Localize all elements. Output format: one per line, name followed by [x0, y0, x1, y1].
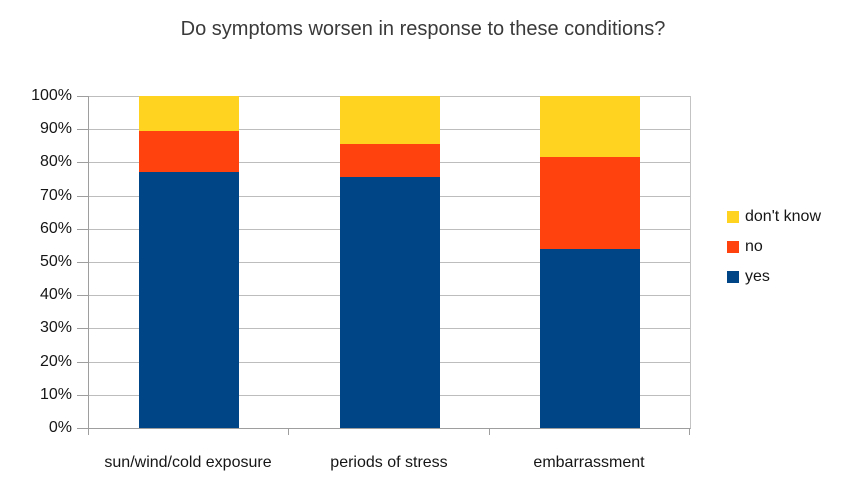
bar-segment-don-t-know	[139, 96, 239, 131]
y-tick-label: 30%	[39, 319, 72, 336]
bar-segment-don-t-know	[540, 96, 640, 158]
y-tick-mark	[77, 162, 88, 163]
y-tick-mark	[77, 395, 88, 396]
bar-segment-no	[340, 144, 440, 178]
legend-label: don't know	[745, 208, 821, 225]
y-tick-label: 100%	[31, 87, 72, 104]
y-tick-label: 70%	[39, 187, 72, 204]
bar-segment-yes	[139, 172, 239, 428]
legend-swatch	[727, 271, 739, 283]
bar-sun-wind-cold-exposure	[139, 96, 239, 428]
legend-swatch	[727, 211, 739, 223]
chart-title: Do symptoms worsen in response to these …	[180, 18, 666, 40]
legend-item-don-t-know: don't know	[727, 202, 821, 232]
x-category-label: sun/wind/cold exposure	[104, 454, 272, 471]
x-category-label: embarrassment	[533, 454, 645, 471]
y-tick-label: 10%	[39, 386, 72, 403]
y-tick-label: 20%	[39, 353, 72, 370]
bar-segment-no	[139, 130, 239, 173]
bar-segment-no	[540, 157, 640, 249]
bar-embarrassment	[540, 96, 640, 428]
bar-segment-yes	[340, 177, 440, 428]
y-tick-label: 60%	[39, 220, 72, 237]
x-tick-mark	[489, 429, 490, 435]
legend-label: no	[745, 238, 763, 255]
y-tick-label: 80%	[39, 153, 72, 170]
bar-periods-of-stress	[340, 96, 440, 428]
y-tick-mark	[77, 96, 88, 97]
y-tick-mark	[77, 328, 88, 329]
y-tick-mark	[77, 262, 88, 263]
y-tick-mark	[77, 229, 88, 230]
y-tick-label: 0%	[48, 419, 72, 436]
bar-segment-don-t-know	[340, 96, 440, 145]
y-tick-label: 50%	[39, 253, 72, 270]
y-tick-mark	[77, 428, 88, 429]
bar-segment-yes	[540, 248, 640, 428]
y-tick-mark	[77, 295, 88, 296]
plot-area	[88, 96, 691, 429]
legend-label: yes	[745, 268, 770, 285]
y-tick-label: 90%	[39, 120, 72, 137]
y-tick-mark	[77, 196, 88, 197]
legend-item-no: no	[727, 232, 821, 262]
legend-swatch	[727, 241, 739, 253]
x-tick-mark	[689, 429, 690, 435]
y-tick-mark	[77, 129, 88, 130]
x-tick-mark	[288, 429, 289, 435]
legend-item-yes: yes	[727, 262, 821, 292]
x-tick-mark	[88, 429, 89, 435]
y-tick-mark	[77, 362, 88, 363]
legend: don't know no yes	[727, 202, 821, 292]
y-tick-label: 40%	[39, 286, 72, 303]
x-category-label: periods of stress	[330, 454, 448, 471]
